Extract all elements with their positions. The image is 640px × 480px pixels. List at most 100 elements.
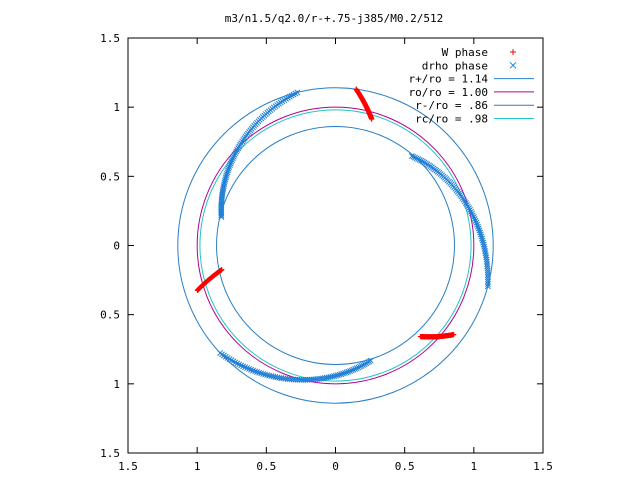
drho-phase-point (230, 153, 237, 160)
drho-phase-point (474, 221, 481, 228)
drho-phase-point (250, 367, 257, 374)
drho-phase-point (356, 363, 363, 370)
drho-phase-point (223, 172, 230, 179)
drho-phase-point (479, 237, 486, 244)
legend-label: rc/ro = .98 (415, 113, 488, 126)
x-tick-label: 1 (194, 460, 201, 473)
drho-phase-point (470, 214, 477, 221)
drho-phase-point (336, 371, 343, 378)
drho-phase-point (477, 231, 484, 238)
drho-phase-point (484, 281, 491, 287)
drho-phase-point (468, 208, 474, 215)
drho-phase-point (471, 216, 478, 222)
drho-phase-point (233, 148, 240, 155)
axis-ticks (127, 37, 544, 454)
drho-phase-point (226, 162, 233, 169)
y-tick-label: 0.5 (100, 170, 120, 183)
x-tick-label: 1.5 (533, 460, 553, 473)
drho-phase-point (479, 235, 485, 242)
drho-phase-point (412, 154, 418, 161)
drho-phase-point (350, 366, 357, 373)
drho-phase-point (353, 365, 360, 372)
drho-phase-point (347, 368, 353, 375)
legend-marker (510, 49, 516, 55)
drho-phase-point (338, 371, 345, 378)
legend-marker (509, 61, 517, 69)
drho-phase-point (223, 170, 230, 177)
drho-phase-point (473, 219, 480, 226)
drho-phase-point (225, 167, 231, 174)
legend-label: r-/ro = .86 (415, 99, 488, 112)
drho-phase-point (252, 368, 259, 375)
drho-phase-point (256, 369, 263, 376)
drho-phase-point (221, 181, 227, 188)
drho-phase-point (484, 267, 491, 274)
circle-series (216, 126, 455, 365)
circle-series (199, 109, 472, 382)
drho-phase-point (254, 369, 261, 375)
drho-phase-point (227, 160, 234, 167)
drho-phase-point (465, 203, 471, 210)
drho-phase-point (294, 89, 301, 96)
legend-label: r+/ro = 1.14 (409, 73, 489, 86)
drho-phase-point (475, 225, 482, 232)
legend-label: W phase (442, 46, 488, 59)
drho-phase-point (416, 156, 423, 163)
x-tick-label: 0 (332, 460, 339, 473)
circle-series (196, 106, 475, 385)
y-tick-label: 0 (113, 240, 120, 253)
y-tick-label: 1.5 (100, 32, 120, 45)
drho-phase-point (232, 150, 239, 157)
y-tick-label: 1 (113, 101, 120, 114)
drho-phase-point (352, 366, 359, 372)
drho-phase-point (231, 151, 238, 158)
x-tick-label: 1.5 (118, 460, 138, 473)
drho-phase-point (334, 372, 341, 379)
drho-phase-point (410, 153, 417, 160)
drho-phase-point (355, 364, 362, 371)
drho-phase-point (367, 357, 374, 364)
x-tick-label: 0.5 (256, 460, 276, 473)
drho-phase-point (484, 278, 491, 285)
w-phase-point (451, 331, 457, 338)
drho-phase-point (229, 157, 236, 163)
drho-phase-point (221, 179, 228, 186)
x-tick-labels: 1.5 1 0.5 0 0.5 1 1.5 (118, 460, 553, 473)
drho-phase-point (228, 158, 235, 165)
drho-phase-point (467, 206, 473, 213)
drho-phase-point (484, 272, 491, 278)
circle-series (177, 87, 494, 404)
drho-phase-point (258, 370, 265, 377)
drho-phase-point (358, 362, 365, 369)
drho-phase-point (484, 274, 491, 281)
drho-phase-point (484, 269, 491, 276)
x-tick-label: 1 (471, 460, 478, 473)
drho-phase-point (484, 283, 491, 290)
drho-phase-point (234, 146, 241, 153)
drho-phase-point (229, 155, 236, 162)
drho-phase-point (413, 155, 420, 162)
phase-points (194, 86, 491, 383)
drho-phase-point (408, 153, 415, 160)
drho-phase-point (224, 169, 231, 176)
y-tick-label: 1 (113, 378, 120, 391)
drho-phase-point (343, 369, 350, 376)
drho-phase-point (340, 370, 347, 377)
drho-phase-point (333, 372, 339, 379)
drho-phase-point (341, 370, 348, 376)
drho-phase-point (222, 176, 229, 183)
legend-label: ro/ro = 1.00 (409, 86, 488, 99)
chart-title: m3/n1.5/q2.0/r-+.75-j385/M0.2/512 (225, 12, 444, 25)
drho-phase-point (348, 367, 355, 374)
y-tick-label: 0.5 (100, 309, 120, 322)
drho-phase-point (415, 156, 422, 163)
y-tick-label: 1.5 (100, 447, 120, 460)
drho-phase-point (472, 217, 479, 224)
drho-phase-point (476, 227, 483, 234)
radius-circles (177, 87, 494, 404)
legend-label: drho phase (422, 59, 488, 72)
x-tick-label: 0.5 (395, 460, 415, 473)
drho-phase-point (331, 373, 338, 380)
